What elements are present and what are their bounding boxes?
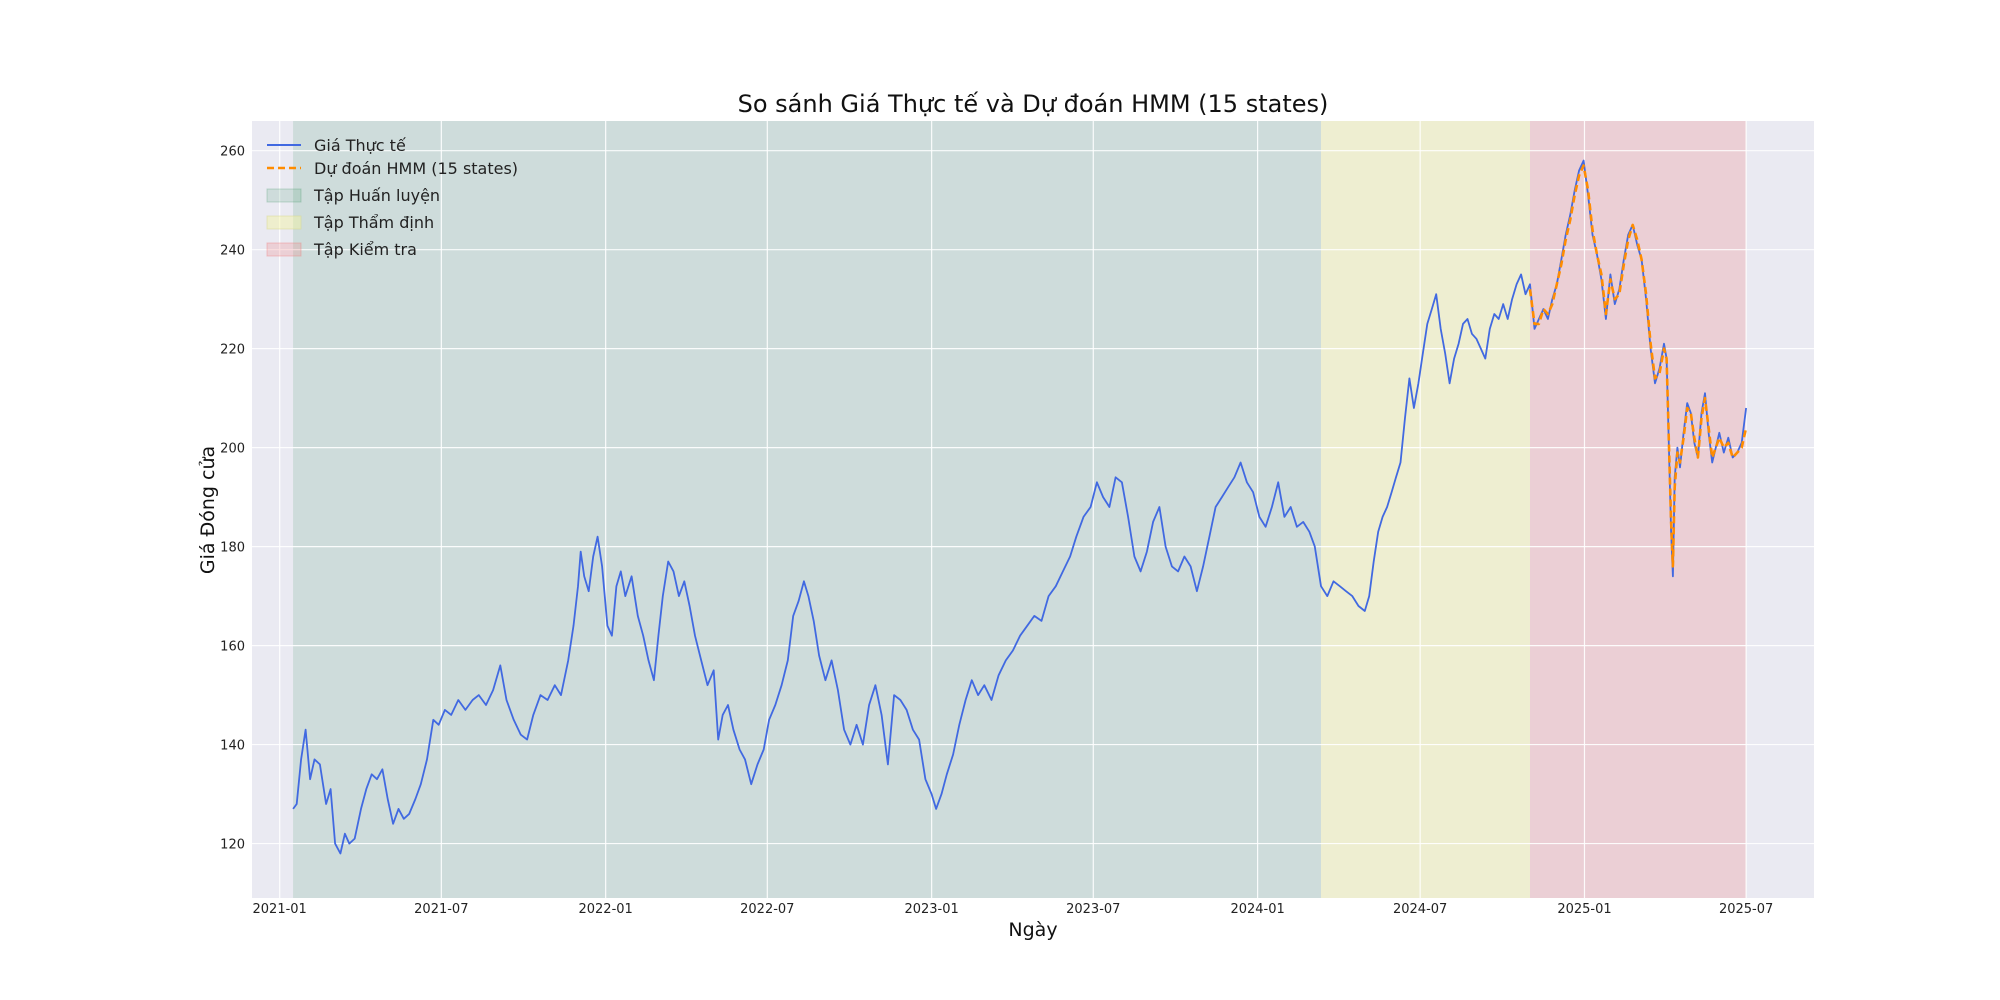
- region-1: [1321, 121, 1530, 898]
- legend-label-actual: Giá Thực tế: [314, 136, 406, 155]
- x-tick-label: 2023-07: [1066, 902, 1120, 917]
- x-axis-ticks: 2021-01 2021-07 2022-01 2022-07 2023-01 2023-…: [253, 902, 1774, 917]
- y-tick-label: 260: [220, 145, 245, 160]
- region-2: [1530, 121, 1747, 898]
- x-tick-label: 2021-01: [253, 902, 307, 917]
- y-tick-label: 160: [220, 640, 245, 655]
- y-tick-label: 120: [220, 838, 245, 853]
- chart-title: So sánh Giá Thực tế và Dự đoán HMM (15 s…: [738, 90, 1329, 118]
- legend-label-validation: Tập Thẩm định: [313, 213, 434, 232]
- legend-swatch-validation: [266, 215, 302, 230]
- y-tick-label: 240: [220, 244, 245, 259]
- x-tick-label: 2022-07: [740, 902, 794, 917]
- y-tick-label: 180: [220, 541, 245, 556]
- y-axis-title: Giá Đóng cửa: [197, 446, 219, 574]
- x-tick-label: 2024-01: [1230, 902, 1284, 917]
- x-tick-label: 2025-01: [1557, 902, 1611, 917]
- x-tick-label: 2021-07: [414, 902, 468, 917]
- series-line-1: [1528, 164, 1748, 568]
- gridlines: [252, 121, 1814, 898]
- legend: Giá Thực tế Dự đoán HMM (15 states) Tập …: [266, 136, 518, 259]
- legend-label-train: Tập Huấn luyện: [313, 186, 440, 205]
- dataset-regions: [293, 121, 1747, 898]
- x-tick-label: 2022-01: [578, 902, 632, 917]
- y-tick-label: 140: [220, 739, 245, 754]
- legend-swatch-train: [266, 188, 302, 203]
- x-axis-title: Ngày: [1008, 919, 1057, 941]
- y-tick-label: 220: [220, 343, 245, 358]
- x-tick-label: 2024-07: [1393, 902, 1447, 917]
- legend-swatch-test: [266, 242, 302, 257]
- legend-label-prediction: Dự đoán HMM (15 states): [314, 159, 518, 178]
- x-tick-label: 2023-01: [904, 902, 958, 917]
- region-0: [293, 121, 1322, 898]
- y-tick-label: 200: [220, 442, 245, 457]
- x-tick-label: 2025-07: [1719, 902, 1773, 917]
- legend-label-test: Tập Kiểm tra: [313, 240, 417, 259]
- y-axis-ticks: 120 140 160 180 200 220 240 260: [220, 145, 245, 853]
- series-lines: [292, 159, 1748, 855]
- plot-background: [252, 121, 1814, 898]
